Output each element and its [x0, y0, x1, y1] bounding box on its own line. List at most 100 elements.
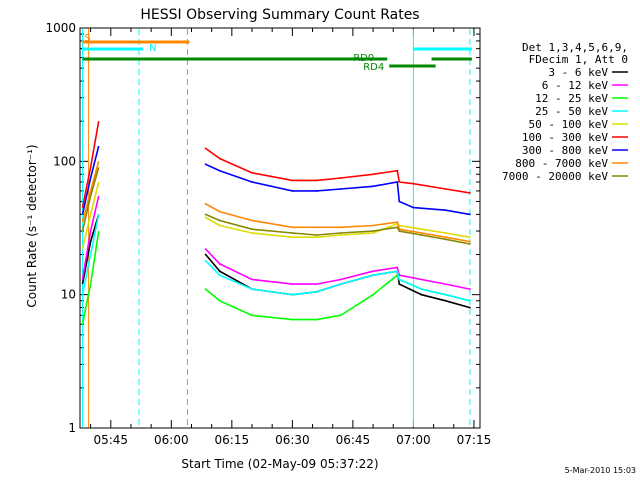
x-tick-label: 07:00: [396, 433, 431, 447]
series-point: [204, 147, 207, 150]
series-line: [205, 203, 471, 243]
series-point: [420, 228, 423, 231]
series-line: [81, 195, 100, 280]
x-tick-label: 06:45: [336, 433, 371, 447]
series-point: [469, 213, 471, 216]
series-point: [396, 270, 399, 273]
series-point: [251, 181, 253, 183]
status-bar-label: S: [85, 33, 91, 44]
series-point: [204, 253, 207, 256]
series-point: [218, 219, 221, 222]
series-line: [205, 147, 471, 194]
series-point: [251, 288, 253, 291]
series-point: [315, 179, 318, 182]
series-line: [81, 214, 100, 295]
chart-title: HESSI Observing Summary Count Rates: [140, 7, 419, 23]
series-point: [204, 216, 207, 219]
series-point: [315, 190, 318, 192]
status-bar-label: RD0: [353, 53, 374, 64]
legend-label: 12 - 25 keV: [535, 92, 608, 105]
series-line: [81, 121, 100, 208]
series-point: [218, 263, 221, 265]
legend-title: Det 1,3,4,5,6,9,: [522, 41, 628, 54]
series-point: [372, 270, 374, 273]
y-tick-label: 1: [68, 421, 76, 435]
series-point: [339, 314, 342, 317]
series-line: [205, 163, 471, 216]
series-point: [218, 157, 221, 160]
series-point: [398, 200, 401, 203]
series-point: [339, 278, 342, 281]
x-tick-label: 06:00: [154, 433, 189, 447]
legend-label: 3 - 6 keV: [548, 66, 608, 79]
axis-ticks: 05:45 06:00 06:15 06:30 06:45 07:00 07:15 1 10 10…: [45, 21, 491, 447]
series-point: [251, 278, 253, 281]
series-point: [469, 236, 471, 239]
series-point: [396, 181, 399, 183]
series-point: [291, 226, 294, 229]
plot-frame: [79, 27, 481, 429]
series-point: [396, 266, 399, 269]
series-point: [372, 232, 374, 234]
series-point: [339, 232, 342, 234]
legend-label: 25 - 50 keV: [535, 105, 608, 118]
series-point: [339, 188, 342, 190]
series-point: [398, 283, 401, 286]
legend-label: 6 - 12 keV: [542, 79, 609, 92]
series-point: [372, 173, 374, 176]
series-point: [444, 188, 447, 190]
series-point: [469, 288, 471, 291]
series-point: [469, 306, 471, 309]
series-point: [396, 226, 399, 229]
series-line: [81, 161, 100, 223]
series-point: [444, 238, 447, 241]
series-point: [420, 288, 423, 291]
series-line: [205, 216, 471, 238]
series-point: [396, 221, 399, 224]
legend-title: FDecim 1, Att 0: [529, 53, 628, 66]
x-tick-label: 06:30: [275, 433, 310, 447]
y-tick-label: 10: [61, 288, 76, 302]
series-point: [204, 259, 207, 262]
series-point: [251, 232, 253, 234]
series-point: [398, 181, 401, 183]
series-point: [372, 224, 374, 227]
series-point: [315, 290, 318, 293]
series-point: [204, 213, 207, 216]
series-point: [204, 248, 207, 250]
series-point: [469, 240, 471, 243]
legend-label: 300 - 800 keV: [522, 144, 608, 157]
series-line: [81, 181, 100, 250]
series-point: [398, 278, 401, 281]
legend-label: 800 - 7000 keV: [515, 157, 608, 170]
series-point: [444, 293, 447, 296]
series-point: [339, 177, 342, 179]
series-point: [420, 293, 423, 296]
series-line: [81, 230, 100, 325]
y-tick-label: 1000: [45, 21, 76, 35]
series-point: [444, 232, 447, 234]
series-point: [291, 232, 294, 234]
series-point: [444, 209, 447, 212]
x-axis-label: Start Time (02-May-09 05:37:22): [181, 457, 378, 471]
series-point: [315, 236, 318, 239]
series-point: [291, 283, 294, 286]
footer-timestamp: 5-Mar-2010 15:03: [565, 466, 636, 475]
series-point: [315, 234, 318, 236]
status-bar-label: N: [149, 43, 156, 54]
series-point: [469, 191, 471, 194]
x-tick-label: 07:15: [457, 433, 492, 447]
series-point: [291, 236, 294, 239]
series-point: [315, 318, 318, 321]
series-point: [204, 163, 207, 166]
series-point: [444, 299, 447, 302]
series-point: [218, 274, 221, 277]
series-point: [372, 185, 374, 188]
series-point: [412, 206, 415, 209]
series-point: [291, 293, 294, 296]
series-point: [444, 236, 447, 239]
series-point: [420, 234, 423, 236]
series-point: [291, 190, 294, 192]
series-point: [339, 226, 342, 229]
